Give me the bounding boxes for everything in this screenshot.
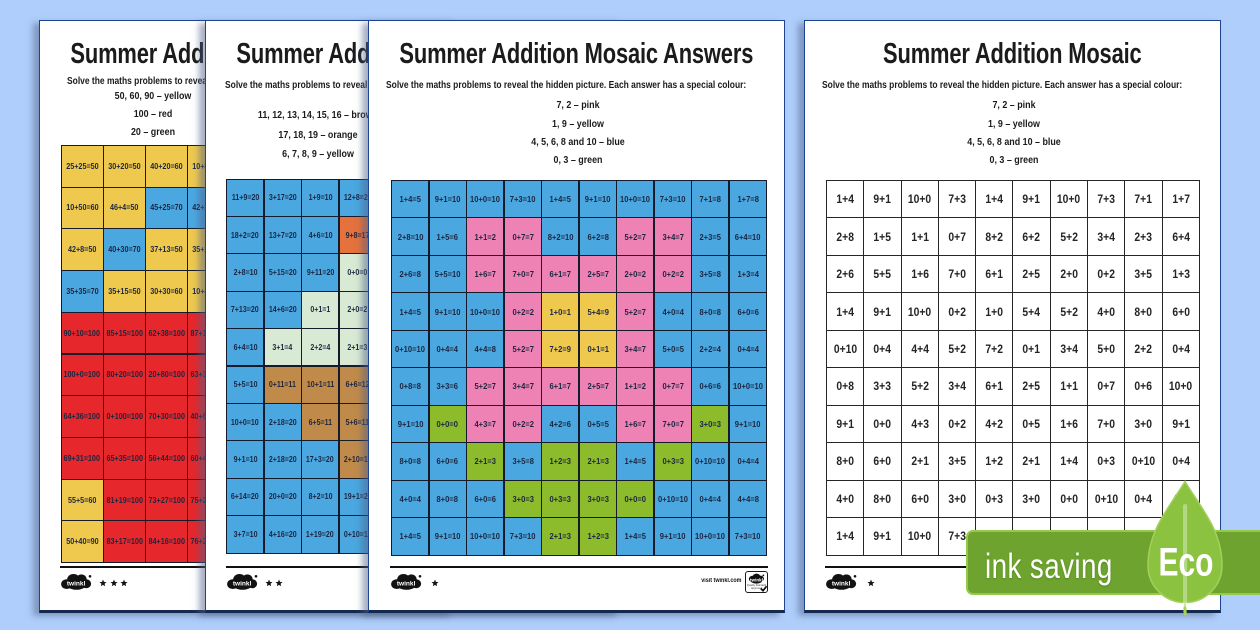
svg-text:twinkl: twinkl (750, 577, 763, 582)
svg-text:twinkl: twinkl (397, 580, 416, 587)
svg-text:twinkl: twinkl (67, 580, 86, 587)
svg-text:twinkl: twinkl (832, 580, 851, 587)
svg-text:Quality Standard: Quality Standard (747, 583, 767, 587)
svg-text:Eco: Eco (1158, 540, 1213, 584)
svg-text:twinkl: twinkl (232, 580, 251, 587)
svg-text:Approved: Approved (751, 586, 763, 590)
